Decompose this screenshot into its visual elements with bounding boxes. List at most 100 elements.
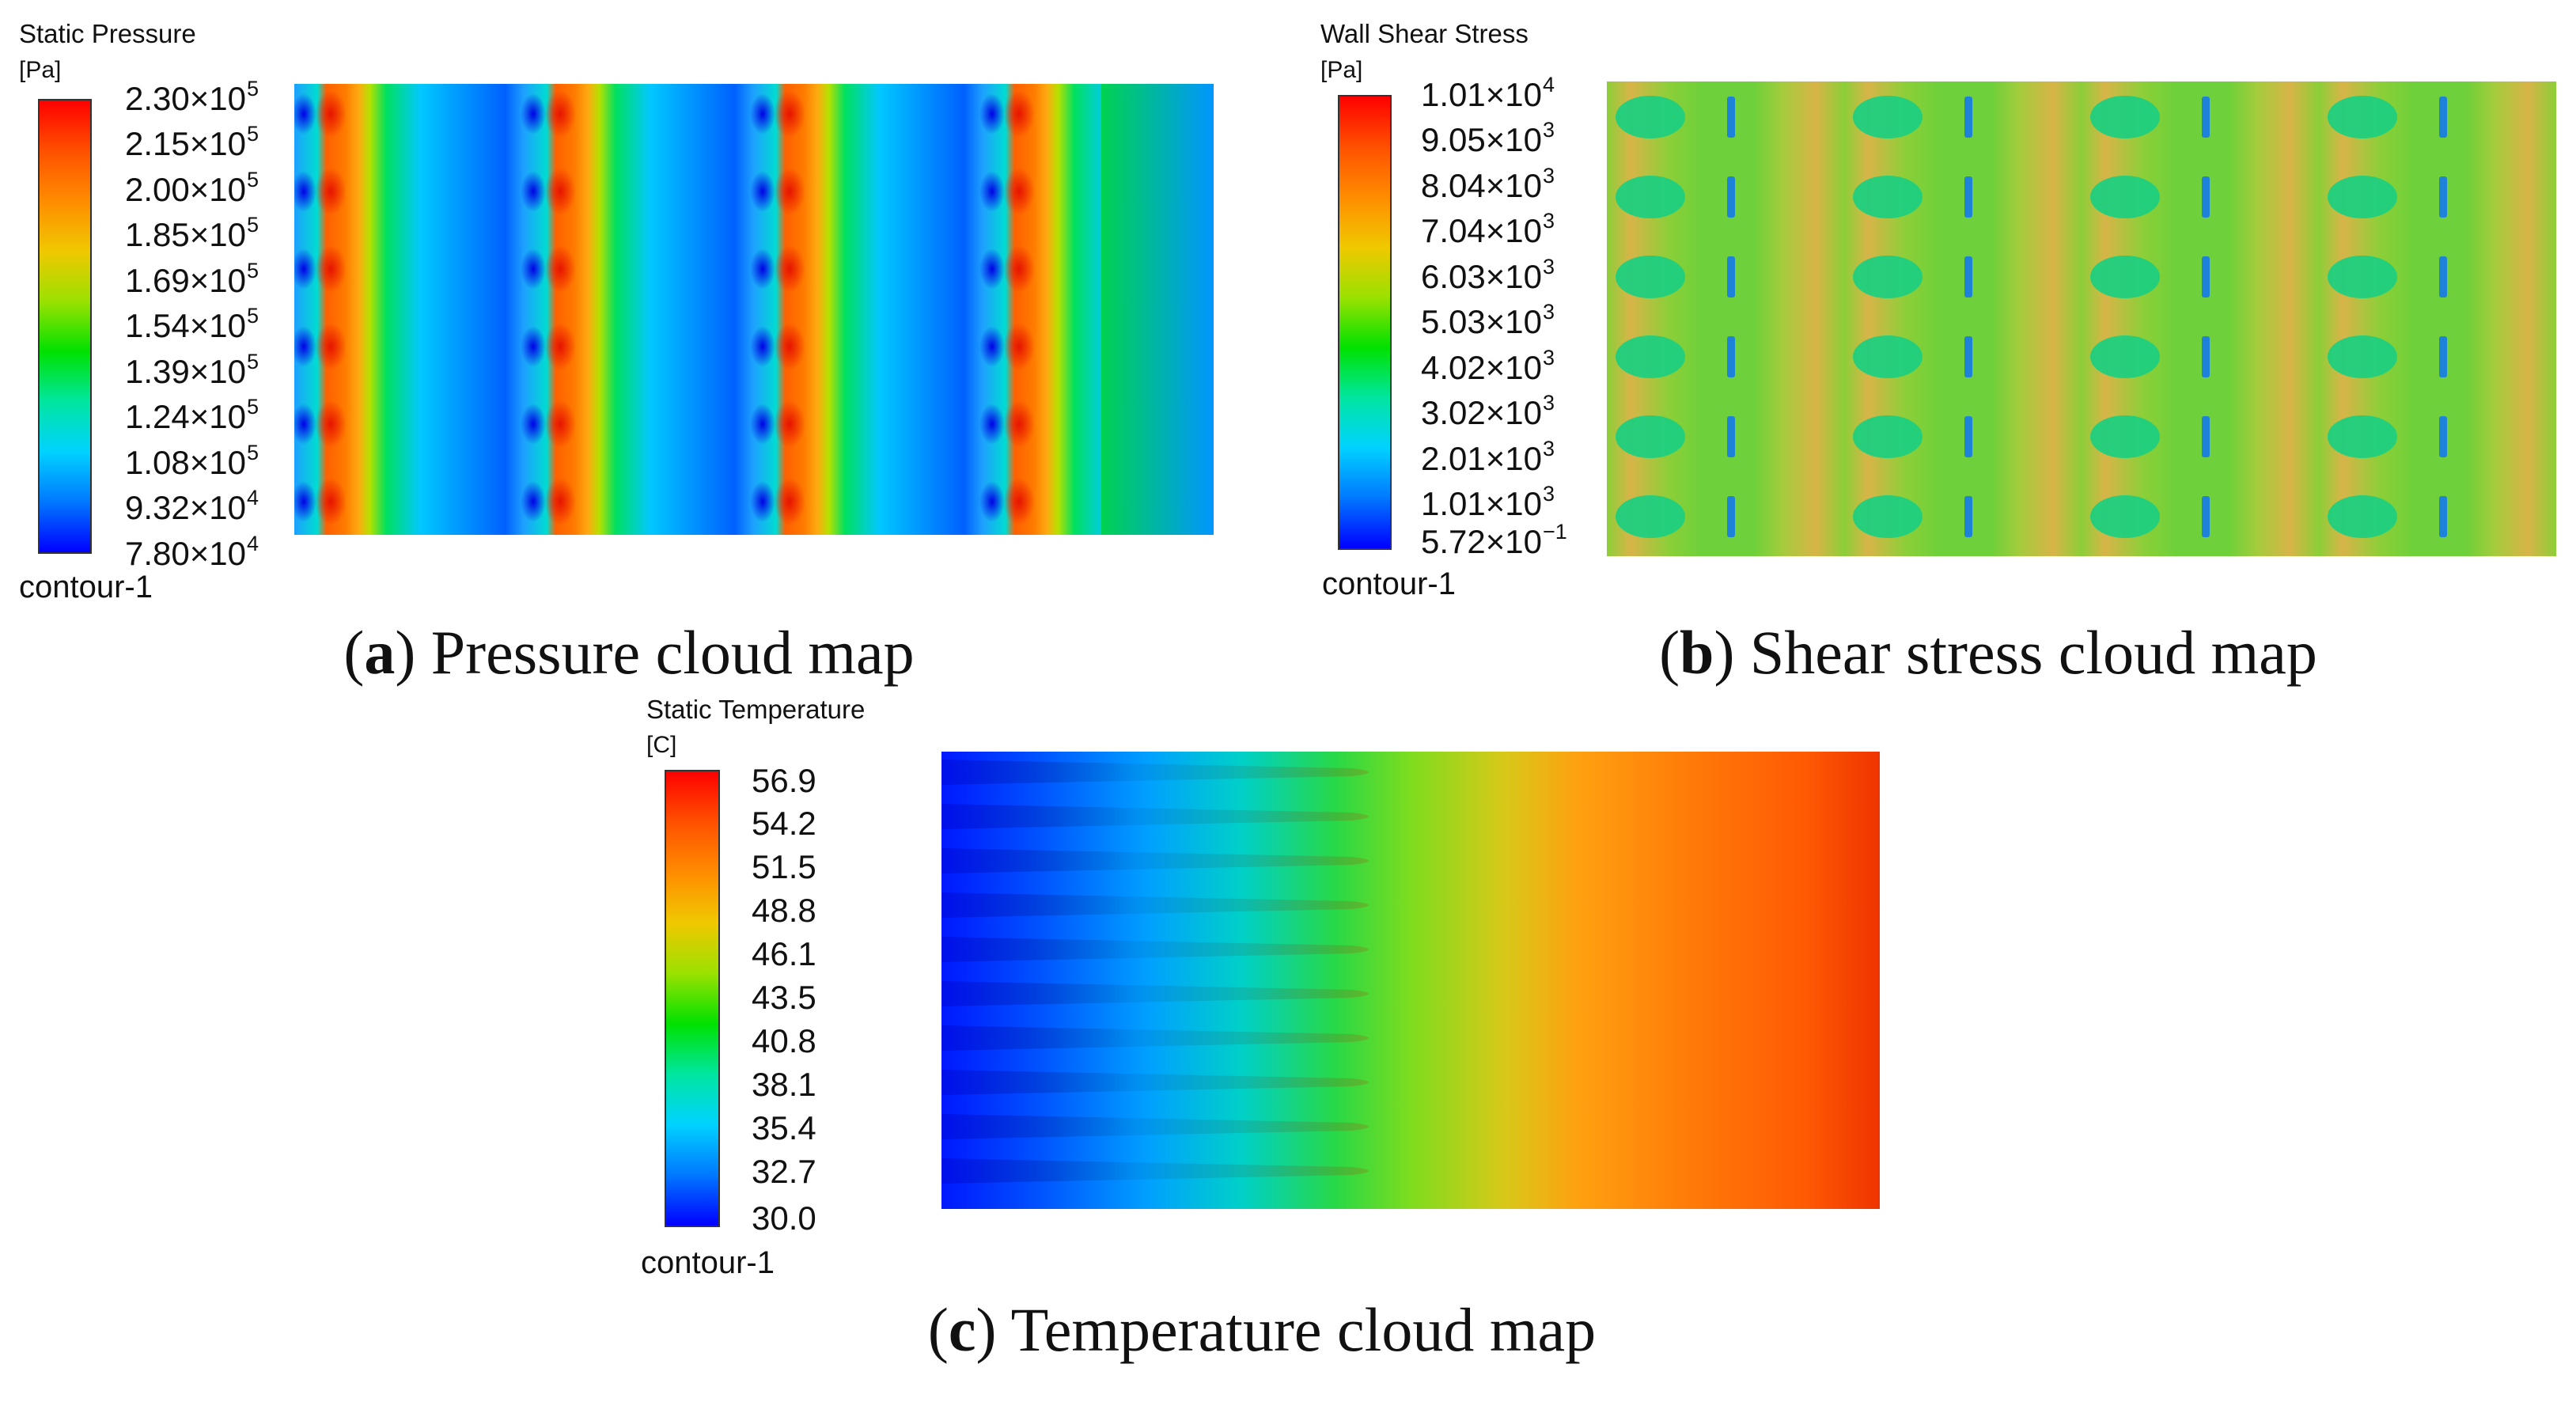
shear-bar (2202, 176, 2210, 218)
low-pressure-spot (750, 171, 775, 212)
legend-tick: 1.08×105 (125, 441, 259, 481)
low-pressure-spot (750, 326, 775, 367)
legend-tick: 51.5 (752, 848, 816, 885)
legend-tick: 1.69×105 (125, 259, 259, 299)
legend-tick: 2.01×103 (1421, 437, 1555, 477)
shear-bar (2439, 97, 2447, 138)
high-pressure-spot (774, 323, 805, 370)
shear-bar (1727, 256, 1735, 297)
shear-blob (2090, 335, 2160, 378)
low-pressure-spot (750, 93, 775, 135)
temperature-streak (941, 848, 1369, 873)
shear-blob (1616, 335, 1685, 378)
shear-blob (1853, 495, 1923, 538)
shear-bar (2439, 176, 2447, 218)
legend-tick: 40.8 (752, 1022, 816, 1059)
high-pressure-spot (315, 400, 347, 448)
high-pressure-spot (1003, 323, 1035, 370)
shear-blob (1853, 256, 1923, 298)
colorbar-a (38, 99, 92, 554)
low-pressure-spot (521, 171, 546, 212)
legend-tick: 32.7 (752, 1153, 816, 1190)
high-pressure-spot (544, 90, 576, 138)
shear-bar (1964, 336, 1972, 377)
legend-tick: 54.2 (752, 805, 816, 842)
temperature-streak (941, 1114, 1369, 1139)
high-pressure-spot (774, 478, 805, 525)
shear-bar (1727, 176, 1735, 218)
high-pressure-spot (774, 245, 805, 293)
low-pressure-spot (521, 326, 546, 367)
legend-tick: 1.39×105 (125, 350, 259, 390)
high-pressure-spot (544, 323, 576, 370)
panel-a: Static Pressure [Pa] 2.30×105 2.15×105 2… (0, 0, 1266, 696)
shear-blob (1853, 415, 1923, 458)
legend-tick: 56.9 (752, 762, 816, 799)
legend-tick: 1.01×103 (1421, 482, 1555, 522)
high-pressure-spot (544, 478, 576, 525)
shear-blob (1616, 96, 1685, 138)
shear-blob (1853, 176, 1923, 218)
shear-blob (2328, 415, 2397, 458)
caption-b: (b) Shear stress cloud map (1659, 618, 2317, 687)
high-pressure-spot (1003, 400, 1035, 448)
shear-bar (1727, 496, 1735, 537)
legend-tick: 1.01×104 (1421, 73, 1555, 113)
temperature-streak (941, 760, 1369, 785)
legend-tick: 1.24×105 (125, 395, 259, 435)
low-pressure-spot (294, 326, 316, 367)
low-pressure-spot (979, 171, 1005, 212)
legend-tick: 48.8 (752, 892, 816, 929)
temperature-streak (941, 1070, 1369, 1095)
shear-bar (2202, 336, 2210, 377)
high-pressure-spot (315, 245, 347, 293)
shear-blob (2328, 495, 2397, 538)
legend-tick: 6.03×103 (1421, 255, 1555, 295)
low-pressure-spot (979, 248, 1005, 290)
legend-tick: 1.85×105 (125, 213, 259, 253)
legend-title-a: Static Pressure (19, 19, 196, 48)
legend-tick: 9.05×103 (1421, 118, 1555, 158)
temperature-contour-map (941, 752, 1880, 1209)
shear-blob (1616, 495, 1685, 538)
legend-unit-a: [Pa] (19, 57, 62, 83)
caption-a: (a) Pressure cloud map (343, 618, 915, 687)
high-pressure-spot (1003, 168, 1035, 215)
shear-bar (1964, 256, 1972, 297)
legend-title-b: Wall Shear Stress (1320, 19, 1529, 48)
legend-footer-b: contour-1 (1322, 566, 1456, 601)
high-pressure-spot (774, 400, 805, 448)
shear-stress-contour-map (1607, 81, 2556, 556)
low-pressure-spot (979, 326, 1005, 367)
temperature-streak (941, 1025, 1369, 1051)
shear-blob (2328, 256, 2397, 298)
caption-c: (c) Temperature cloud map (927, 1295, 1597, 1364)
shear-blob (2328, 96, 2397, 138)
legend-tick: 9.32×104 (125, 486, 259, 526)
shear-bar (2202, 416, 2210, 457)
legend-footer-a: contour-1 (19, 570, 153, 604)
low-pressure-spot (294, 248, 316, 290)
legend-unit-c: [C] (646, 732, 677, 758)
shear-blob (1616, 256, 1685, 298)
legend-tick: 7.80×104 (125, 532, 259, 572)
legend-tick: 7.04×103 (1421, 209, 1555, 249)
shear-blob (2090, 176, 2160, 218)
colorbar-c (665, 770, 720, 1227)
shear-blob (2090, 256, 2160, 298)
low-pressure-spot (294, 404, 316, 445)
low-pressure-spot (521, 404, 546, 445)
temperature-streak (941, 1158, 1369, 1184)
shear-blob (1616, 415, 1685, 458)
shear-bar (1727, 416, 1735, 457)
legend-tick: 38.1 (752, 1066, 816, 1103)
low-pressure-spot (979, 404, 1005, 445)
colorbar-b (1338, 95, 1392, 550)
temperature-streak (941, 892, 1369, 918)
high-pressure-spot (544, 168, 576, 215)
low-pressure-spot (521, 93, 546, 135)
high-pressure-spot (315, 323, 347, 370)
low-pressure-spot (979, 481, 1005, 522)
shear-bar (2202, 496, 2210, 537)
shear-blob (2328, 335, 2397, 378)
